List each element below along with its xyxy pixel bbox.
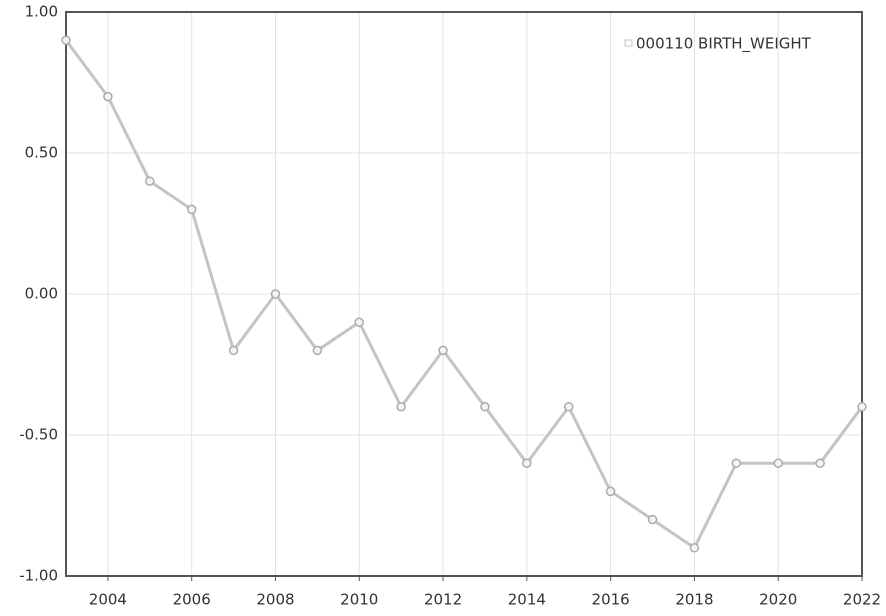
point: [605, 486, 616, 497]
point: [354, 317, 365, 327]
point: [689, 543, 700, 553]
x-tick-label: 2004: [89, 591, 127, 609]
point: [480, 402, 490, 412]
point: [438, 345, 448, 356]
x-tick-label: 2020: [759, 591, 797, 609]
point: [563, 402, 574, 412]
point: [857, 402, 867, 412]
point: [270, 289, 281, 299]
y-tick-label: 1.00: [25, 3, 58, 21]
x-tick-label: 2016: [592, 591, 630, 609]
point: [731, 458, 742, 468]
point: [396, 402, 406, 412]
point: [103, 91, 113, 102]
y-tick-label: -1.00: [19, 567, 58, 585]
x-tick-label: 2018: [675, 591, 713, 609]
point: [186, 204, 197, 215]
x-tick-label: 2010: [340, 591, 378, 609]
y-tick-label: 0.00: [25, 285, 58, 303]
y-tick-label: 0.50: [25, 144, 58, 162]
point: [522, 458, 532, 468]
plot-frame: [65, 11, 863, 577]
point: [145, 176, 155, 186]
x-tick-label: 2014: [508, 591, 546, 609]
point: [228, 345, 239, 356]
legend: 000110 BIRTH_WEIGHT: [624, 35, 812, 54]
x-tick-label: 2008: [256, 591, 294, 609]
series-line: [64, 39, 864, 551]
point: [647, 514, 658, 525]
x-tick-label: 2006: [173, 591, 211, 609]
point: [815, 458, 825, 468]
point: [61, 35, 71, 45]
point: [312, 345, 323, 356]
x-tick-label: 2022: [843, 591, 881, 609]
y-tick-label: -0.50: [19, 426, 58, 444]
point: [773, 458, 783, 468]
legend-swatch: [624, 39, 633, 47]
x-tick-label: 2012: [424, 591, 462, 609]
legend-label: 000110 BIRTH_WEIGHT: [636, 35, 812, 54]
